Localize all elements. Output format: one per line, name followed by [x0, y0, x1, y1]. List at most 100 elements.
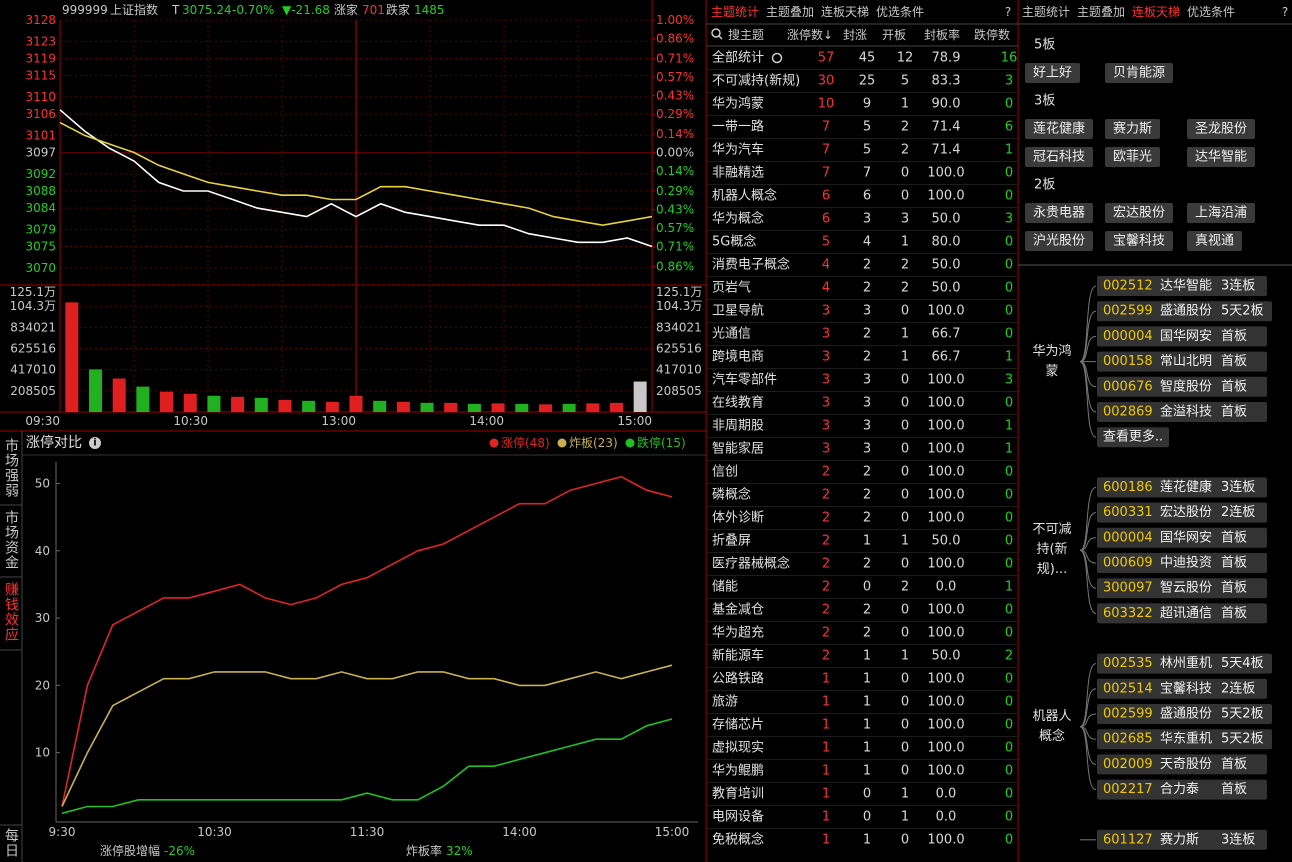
tab[interactable]: 连板天梯: [1132, 4, 1180, 19]
stock-button[interactable]: [1187, 119, 1255, 139]
theme-name[interactable]: 不可减持(新规): [712, 73, 800, 89]
theme-name[interactable]: 华为汽车: [712, 142, 764, 158]
theme-name[interactable]: 折叠屏: [712, 534, 751, 549]
column-header[interactable]: 封涨: [843, 27, 867, 42]
table-cell: 0: [1005, 189, 1013, 204]
table-cell: 100.0: [927, 465, 964, 480]
all-stats-icon[interactable]: [771, 52, 783, 64]
stock-chip[interactable]: [1097, 527, 1267, 548]
theme-name[interactable]: 卫星导航: [712, 303, 764, 319]
theme-name[interactable]: 公路铁路: [712, 671, 764, 687]
theme-name[interactable]: 教育培训: [712, 786, 764, 802]
theme-name[interactable]: 5G概念: [712, 234, 756, 250]
help[interactable]: ?: [1282, 5, 1288, 19]
theme-name[interactable]: 旅游: [712, 695, 738, 710]
stock-chip[interactable]: [1097, 779, 1267, 800]
stock-button[interactable]: [1105, 63, 1173, 83]
theme-name[interactable]: 储能: [712, 580, 738, 595]
theme-name[interactable]: 华为概念: [712, 211, 764, 227]
stock-chip[interactable]: [1097, 704, 1272, 724]
theme-name[interactable]: 新能源车: [712, 648, 764, 664]
theme-name[interactable]: 智能家居: [712, 441, 764, 457]
more-button[interactable]: [1097, 427, 1169, 448]
tab[interactable]: 优选条件: [876, 5, 924, 19]
theme-name[interactable]: 医疗器械概念: [712, 556, 790, 572]
stock-button[interactable]: [1025, 203, 1093, 223]
theme-name[interactable]: 存储芯片: [712, 718, 764, 733]
column-header[interactable]: 跌停数: [974, 27, 1010, 42]
stock-button[interactable]: [1025, 147, 1093, 167]
stock-button[interactable]: [1105, 119, 1160, 139]
theme-name[interactable]: 机器人概念: [712, 188, 777, 204]
table-cell: 2: [822, 534, 830, 549]
theme-name[interactable]: 一带一路: [712, 119, 764, 135]
tab[interactable]: 连板天梯: [821, 4, 869, 19]
info-icon[interactable]: [89, 437, 101, 449]
column-header[interactable]: 涨停数↓: [787, 27, 833, 42]
stock-chip[interactable]: [1097, 326, 1267, 347]
series-line: [59, 109, 653, 248]
table-cell: 0: [1005, 166, 1013, 181]
stock-chip[interactable]: [1097, 754, 1267, 775]
help[interactable]: ?: [1005, 5, 1011, 19]
stock-button[interactable]: [1187, 147, 1255, 167]
stock-chip[interactable]: [1097, 502, 1267, 523]
theme-name[interactable]: 华为鲲鹏: [712, 764, 764, 779]
stock-chip[interactable]: [1097, 729, 1272, 750]
stock-chip[interactable]: [1097, 829, 1267, 850]
theme-name[interactable]: 基金减仓: [712, 602, 764, 618]
column-header[interactable]: 封板率: [924, 27, 960, 42]
stock-chip[interactable]: [1097, 603, 1267, 624]
tab[interactable]: 主题叠加: [766, 5, 814, 19]
theme-name[interactable]: 页岩气: [712, 280, 751, 296]
theme-name[interactable]: 磷概念: [712, 487, 751, 503]
stock-chip[interactable]: [1097, 276, 1267, 296]
theme-name[interactable]: 体外诊断: [712, 511, 764, 526]
stock-name: 合力泰: [1160, 782, 1199, 797]
theme-name[interactable]: 虚拟现实: [712, 741, 764, 756]
stock-chip[interactable]: [1097, 653, 1272, 674]
column-header[interactable]: 开板: [882, 28, 906, 42]
theme-name[interactable]: 汽车零部件: [712, 372, 777, 388]
theme-name[interactable]: 非周期股: [712, 419, 764, 434]
stock-chip[interactable]: [1097, 553, 1267, 573]
stock-button[interactable]: [1025, 119, 1093, 139]
table-cell: 2: [863, 465, 871, 480]
side-tab[interactable]: 市场资金: [3, 509, 19, 570]
tab[interactable]: 主题叠加: [1077, 5, 1125, 19]
stock-button[interactable]: [1187, 231, 1242, 251]
theme-name[interactable]: 跨境电商: [712, 350, 764, 365]
theme-name[interactable]: 非融精选: [712, 166, 764, 181]
theme-name[interactable]: 电网设备: [712, 809, 764, 825]
stock-chip[interactable]: [1097, 301, 1272, 322]
stock-button[interactable]: [1105, 203, 1173, 223]
stock-chip[interactable]: [1097, 578, 1267, 599]
stock-button[interactable]: [1025, 63, 1080, 83]
stock-button[interactable]: [1025, 231, 1093, 251]
stock-chip[interactable]: [1097, 402, 1267, 422]
theme-name[interactable]: 消费电子概念: [712, 257, 790, 273]
stock-button[interactable]: [1187, 203, 1255, 223]
theme-name[interactable]: 光通信: [712, 327, 751, 342]
search-icon[interactable]: [711, 28, 721, 38]
column-header[interactable]: 搜主题: [728, 27, 764, 42]
theme-name[interactable]: 华为超充: [712, 625, 764, 641]
stock-chip[interactable]: [1097, 477, 1267, 498]
side-tab[interactable]: 赚钱效应: [3, 582, 19, 642]
stock-code: 000004: [1103, 329, 1153, 344]
stock-button[interactable]: [1105, 147, 1160, 167]
theme-name[interactable]: 全部统计: [712, 50, 764, 66]
tab[interactable]: 主题统计: [711, 5, 759, 19]
side-tab[interactable]: 每日: [3, 828, 19, 858]
side-tab[interactable]: 市场强弱: [3, 437, 19, 498]
stock-chip[interactable]: [1097, 678, 1267, 699]
theme-name[interactable]: 在线教育: [712, 395, 764, 411]
theme-name[interactable]: 信创: [712, 465, 738, 480]
tab[interactable]: 优选条件: [1187, 5, 1235, 19]
stock-button[interactable]: [1105, 231, 1173, 251]
tab[interactable]: 主题统计: [1022, 5, 1070, 19]
stock-chip[interactable]: [1097, 376, 1267, 397]
theme-name[interactable]: 免税概念: [712, 832, 764, 848]
stock-chip[interactable]: [1097, 351, 1267, 372]
theme-name[interactable]: 华为鸿蒙: [712, 96, 764, 112]
